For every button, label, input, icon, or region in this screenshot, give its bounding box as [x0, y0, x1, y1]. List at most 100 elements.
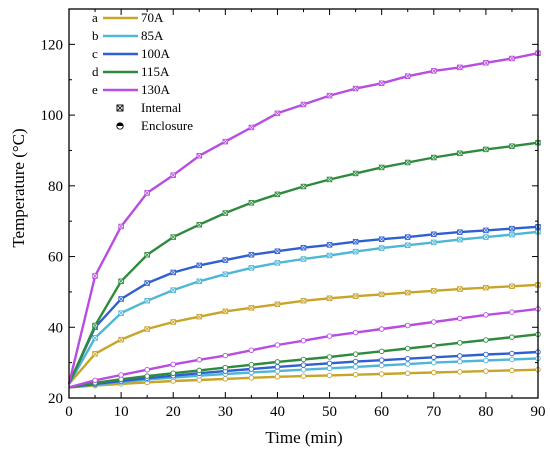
- data-point: [144, 280, 150, 286]
- marker-cross: [431, 155, 437, 160]
- data-point: [118, 310, 124, 316]
- data-point: [326, 92, 333, 99]
- data-point: [483, 227, 489, 234]
- legend-marker-internal: Internal: [116, 100, 182, 115]
- marker-cross: [92, 323, 98, 328]
- marker-cross: [405, 290, 411, 295]
- data-point: [378, 348, 385, 355]
- data-point: [483, 368, 489, 374]
- data-point: [222, 376, 229, 382]
- marker-cross: [457, 286, 463, 292]
- data-point: [300, 298, 307, 304]
- data-point: [248, 124, 255, 131]
- data-point: [509, 334, 515, 340]
- marker-cross: [118, 337, 124, 343]
- legend-label: 85A: [141, 28, 164, 43]
- data-point: [326, 360, 333, 367]
- data-point: [431, 359, 437, 366]
- marker-cross: [379, 236, 385, 242]
- marker-cross: [327, 253, 332, 258]
- marker-cross: [275, 260, 280, 266]
- marker-cross: [275, 191, 280, 197]
- data-point: [378, 326, 385, 332]
- legend-label: 70A: [141, 10, 164, 25]
- marker-cross: [222, 257, 228, 263]
- series-e-internal: [67, 50, 541, 385]
- data-point: [196, 221, 203, 228]
- marker-cross: [509, 283, 515, 289]
- data-point: [196, 367, 203, 374]
- data-point: [118, 278, 124, 285]
- data-point: [274, 364, 281, 370]
- y-tick-label: 20: [48, 391, 63, 407]
- legend-marker-label: Enclosure: [141, 118, 193, 133]
- data-point: [196, 278, 203, 285]
- data-point: [118, 372, 124, 378]
- marker-cross: [249, 125, 254, 130]
- marker-cross: [170, 270, 176, 275]
- marker-cross: [405, 234, 411, 240]
- data-point: [326, 242, 333, 248]
- marker-cross: [431, 231, 437, 237]
- data-point: [222, 364, 229, 371]
- marker-cross: [144, 280, 150, 286]
- axes: 0 10 20 30 40 50 60 70 80 90 20 40 60 80 100 120: [41, 8, 546, 420]
- data-point: [222, 352, 229, 359]
- marker-cross: [353, 239, 358, 245]
- data-point: [404, 73, 411, 79]
- marker-cross: [509, 232, 515, 238]
- x-tick-label: 80: [478, 404, 493, 420]
- marker-cross: [118, 310, 124, 316]
- legend: a 70A b 85A c 100A d 115A e 130A Internal Enclosure: [92, 10, 193, 133]
- legend-letter: d: [92, 64, 99, 79]
- data-point: [404, 234, 411, 240]
- data-point: [274, 301, 281, 308]
- data-point: [274, 260, 281, 266]
- data-point: [248, 305, 255, 311]
- data-point: [274, 374, 281, 380]
- data-point: [222, 308, 229, 315]
- marker-cross: [222, 308, 228, 314]
- data-point: [352, 85, 359, 92]
- data-point: [431, 231, 437, 238]
- data-point: [457, 353, 463, 359]
- marker-cross: [379, 80, 385, 86]
- data-point: [457, 236, 463, 243]
- marker-half-fill-icon: [116, 122, 124, 126]
- data-point: [170, 234, 176, 240]
- legend-marker-label: Internal: [141, 100, 182, 115]
- y-tick-label: 120: [41, 37, 64, 53]
- y-tick-label: 60: [48, 250, 63, 266]
- data-point: [431, 354, 437, 361]
- marker-cross: [483, 60, 489, 66]
- marker-cross: [327, 242, 332, 248]
- data-point: [509, 283, 515, 290]
- data-point: [196, 313, 203, 320]
- data-point: [196, 262, 203, 269]
- plot-area: [67, 50, 541, 389]
- data-point: [196, 153, 203, 159]
- marker-cross: [275, 110, 280, 116]
- data-point: [170, 172, 176, 178]
- data-point: [274, 191, 281, 198]
- y-axis-title: Temperature (°C): [9, 128, 28, 247]
- legend-entry-c: c 100A: [92, 46, 171, 61]
- data-point: [483, 234, 489, 240]
- data-point: [483, 357, 489, 364]
- data-point: [222, 257, 229, 263]
- marker-cross: [379, 165, 385, 170]
- marker-cross: [483, 285, 489, 291]
- data-point: [404, 242, 411, 248]
- x-tick-label: 30: [218, 404, 233, 420]
- data-point: [170, 361, 176, 368]
- data-point: [144, 190, 150, 196]
- data-point: [326, 295, 333, 302]
- x-tick-label: 90: [531, 404, 546, 420]
- data-point: [274, 248, 281, 254]
- x-axis-title: Time (min): [265, 428, 342, 447]
- marker-cross: [275, 248, 280, 254]
- data-point: [248, 347, 255, 354]
- x-tick-label: 0: [65, 404, 73, 420]
- series-d-internal: [67, 139, 541, 385]
- legend-entry-d: d 115A: [92, 64, 170, 79]
